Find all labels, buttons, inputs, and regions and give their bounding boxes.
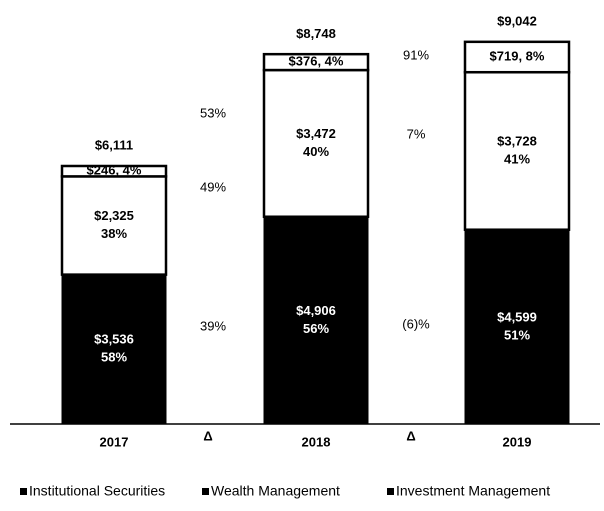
share-label: 38%: [101, 226, 127, 241]
delta-value: 53%: [200, 105, 226, 120]
value-label: $719, 8%: [490, 48, 545, 63]
bar-segment: [463, 40, 571, 74]
bar-segment: [61, 274, 167, 425]
bar-segment: [60, 175, 168, 276]
value-label: $4,906: [296, 303, 336, 318]
share-label: 56%: [303, 321, 329, 336]
total-label: $8,748: [296, 26, 336, 41]
share-label: 51%: [504, 327, 530, 342]
bar-segment: [262, 68, 370, 218]
value-label: $3,472: [296, 126, 336, 141]
total-label: $6,111: [95, 137, 133, 152]
delta-value: 7%: [407, 126, 426, 141]
x-tick-label: 2019: [503, 434, 532, 449]
legend-label: Investment Management: [396, 483, 550, 499]
bar-segment: [60, 164, 168, 178]
value-label: $3,536: [94, 332, 134, 347]
total-label: $9,042: [497, 13, 537, 28]
x-tick-label: 2017: [100, 434, 129, 449]
delta-value: 39%: [200, 318, 226, 333]
value-label: $4,599: [497, 309, 537, 324]
legend-label: Institutional Securities: [29, 483, 165, 499]
legend-marker: [202, 488, 209, 495]
bar-segment: [464, 229, 570, 425]
share-label: 58%: [101, 350, 127, 365]
bar-segment: [263, 216, 369, 425]
delta-value: 91%: [403, 47, 429, 62]
bar-segment: [463, 70, 571, 231]
value-label: $2,325: [94, 208, 134, 223]
share-label: 40%: [303, 144, 329, 159]
delta-symbol: Δ: [406, 428, 415, 443]
delta-value: 49%: [200, 179, 226, 194]
delta-symbol: Δ: [203, 428, 212, 443]
legend-label: Wealth Management: [211, 483, 340, 499]
legend-marker: [20, 488, 27, 495]
delta-value: (6)%: [402, 316, 430, 331]
value-label: $246, 4%: [87, 163, 142, 178]
share-label: 41%: [504, 151, 530, 166]
x-tick-label: 2018: [302, 434, 331, 449]
value-label: $3,728: [497, 133, 537, 148]
legend-marker: [387, 488, 394, 495]
bar-segment: [262, 52, 370, 72]
value-label: $376, 4%: [289, 54, 344, 69]
